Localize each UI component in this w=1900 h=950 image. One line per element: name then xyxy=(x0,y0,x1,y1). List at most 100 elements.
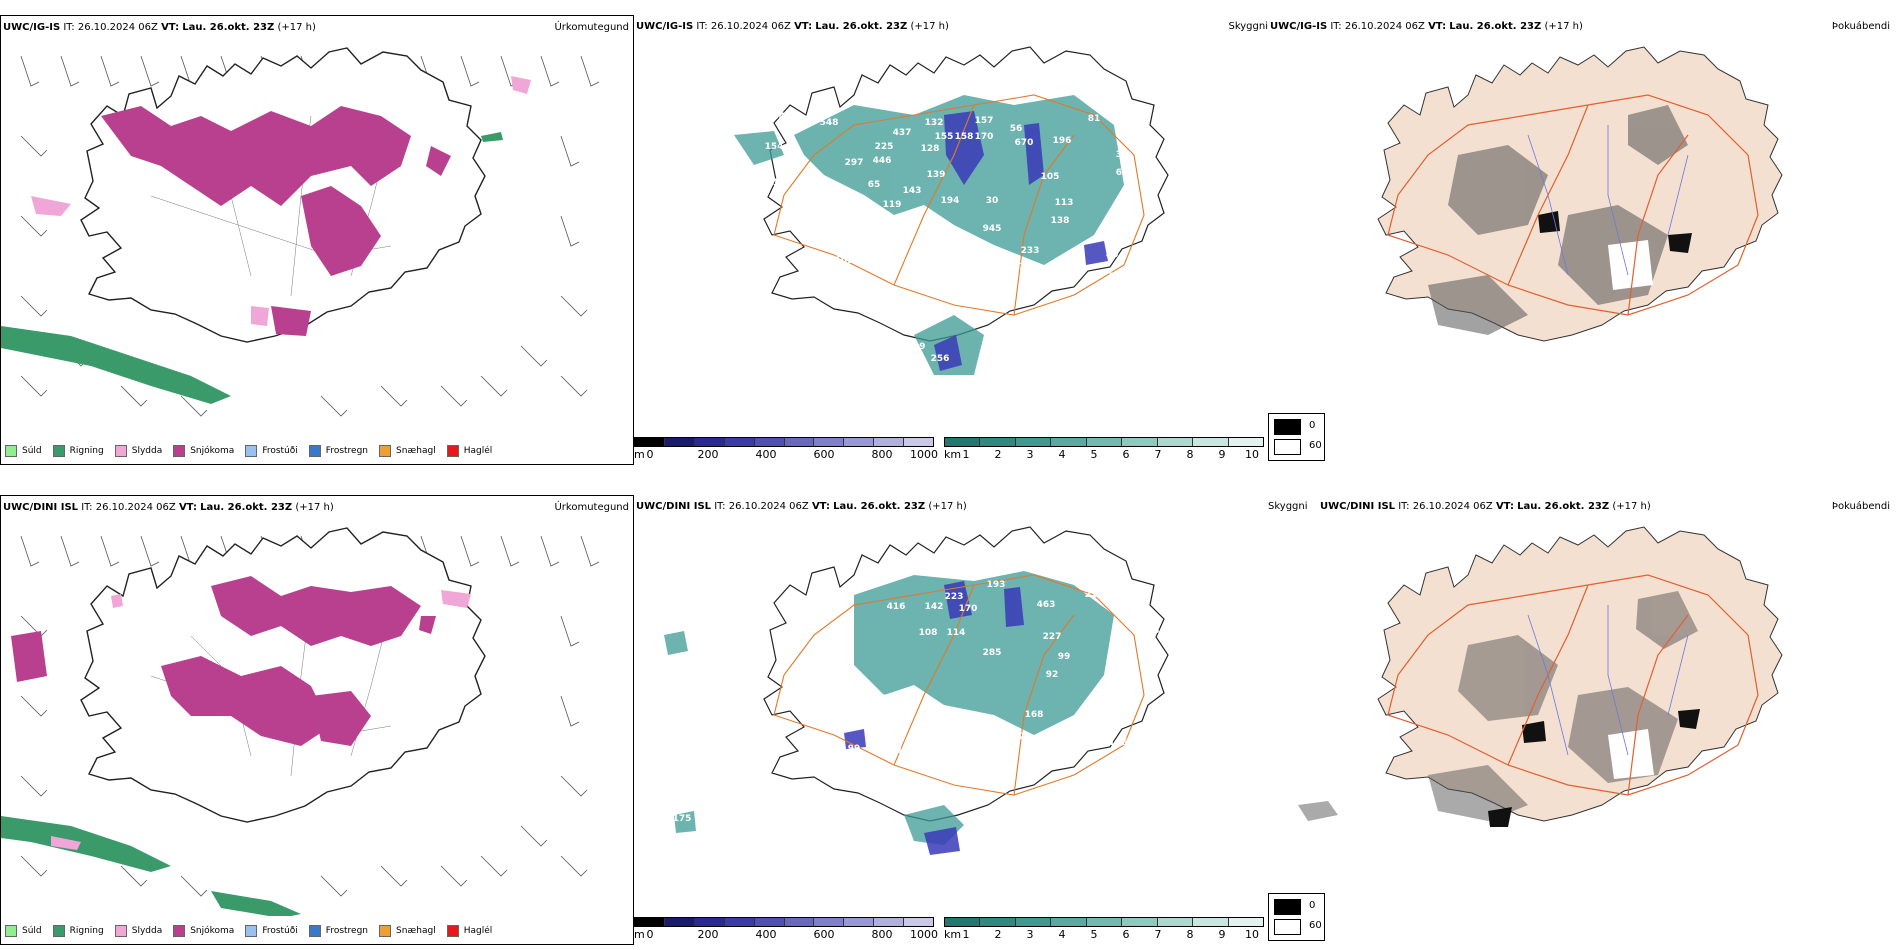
cloud-label: 160 xyxy=(823,704,842,714)
legend-item-hail: Haglél xyxy=(446,445,492,457)
cloud-label: 30 xyxy=(986,196,999,206)
precip-type-title: Úrkomutegund xyxy=(554,22,629,33)
cloud-label: 81 xyxy=(1088,114,1101,124)
fog-panel-dini: Skyggni UWC/DINI ISL IT: 26.10.2024 06Z … xyxy=(1268,495,1900,945)
cloud-label: 172 xyxy=(763,354,782,364)
visibility-title: Skyggni xyxy=(1228,21,1268,32)
cloud-label: 157 xyxy=(975,116,994,126)
cloud-label: 170 xyxy=(975,132,994,142)
legend-item-freezing-rain: Frostregn xyxy=(308,925,368,937)
cloud-label: 120 xyxy=(1013,732,1032,742)
fog-high xyxy=(1538,211,1692,253)
cloud-base-labels: 416 142 223 170 193 463 213 108 114 285 … xyxy=(673,580,1160,874)
cloud-label: 119 xyxy=(883,200,902,210)
precip-type-legend: Súld Rigning Slydda Snjókoma Frostúði Fr… xyxy=(5,920,503,942)
cloud-label: 193 xyxy=(987,580,1006,590)
very-low-cloud-areas xyxy=(934,111,1108,371)
precip-type-title: Úrkomutegund xyxy=(554,502,629,513)
cloud-label: 159 xyxy=(763,242,782,252)
legend-item-freezing-drizzle: Frostúði xyxy=(245,925,298,937)
rain-areas xyxy=(1,132,503,404)
cloud-label: 65 xyxy=(868,180,881,190)
cloud-label: 285 xyxy=(983,648,1002,658)
cloud-label: 108 xyxy=(837,272,856,282)
panel-header: UWC/IG-IS IT: 26.10.2024 06Z VT: Lau. 26… xyxy=(636,21,949,32)
sleet-areas xyxy=(31,76,531,326)
cloud-label: 82 xyxy=(796,230,809,240)
legend-item-sleet: Slydda xyxy=(114,445,162,457)
cloud-label: 143 xyxy=(903,186,922,196)
fog-map-dini xyxy=(1298,526,1783,827)
panel-header: UWC/DINI ISL IT: 26.10.2024 06Z VT: Lau.… xyxy=(636,501,967,512)
cloud-label: 579 xyxy=(877,694,896,704)
cloud-label: 297 xyxy=(845,158,864,168)
legend-item-sleet: Slydda xyxy=(114,925,162,937)
low-cloud-areas xyxy=(664,571,1114,845)
cloud-label: 174 xyxy=(773,178,792,188)
cloud-label: 467 xyxy=(817,222,836,232)
cloud-label: 119 xyxy=(907,342,926,352)
cloud-label: 60 xyxy=(906,358,919,368)
visibility-title: Skyggni xyxy=(1268,501,1308,512)
rivers xyxy=(1527,605,1689,756)
cloud-label: 255 xyxy=(1091,288,1110,298)
cloud-panel-dini: UWC/DINI ISL IT: 26.10.2024 06Z VT: Lau.… xyxy=(634,495,1268,945)
cloud-label: 142 xyxy=(925,602,944,612)
road-network xyxy=(1387,94,1759,316)
cloud-label: 256 xyxy=(931,354,950,364)
cloud-label: 101 xyxy=(835,256,854,266)
legend-item-rain: Rigning xyxy=(52,925,104,937)
cloud-label: 116 xyxy=(1013,262,1032,272)
cloud-base-labels: 341 548 154 174 297 225 437 446 65 119 1… xyxy=(763,112,1129,402)
fog-legend: 0 60 xyxy=(1268,893,1325,941)
cloud-label: 152 xyxy=(1109,272,1128,282)
cloud-label: 33 xyxy=(1116,150,1129,160)
cloud-label: 416 xyxy=(887,602,906,612)
very-low-cloud-areas xyxy=(844,581,1024,855)
cloud-label: 117 xyxy=(895,864,914,874)
fog-index-title: Þokuábendi xyxy=(1831,21,1890,32)
cloud-panel-ig: UWC/IG-IS IT: 26.10.2024 06Z VT: Lau. 26… xyxy=(634,15,1268,465)
cloud-label: 548 xyxy=(820,118,839,128)
cloud-label: 945 xyxy=(983,224,1002,234)
cloud-label: 170 xyxy=(959,604,978,614)
cloud-label: 446 xyxy=(873,156,892,166)
legend-item-rain: Rigning xyxy=(52,445,104,457)
fog-map-ig xyxy=(1377,46,1783,342)
cloud-label: 233 xyxy=(1021,246,1040,256)
legend-item-snow: Snjókoma xyxy=(173,445,234,457)
panel-header: UWC/IG-IS IT: 26.10.2024 06Z VT: Lau. 26… xyxy=(1270,21,1583,32)
snow-areas xyxy=(101,106,451,336)
cloud-label: 65 xyxy=(1116,168,1129,178)
fog-panel-ig: UWC/IG-IS IT: 26.10.2024 06Z VT: Lau. 26… xyxy=(1268,15,1900,465)
rivers xyxy=(1527,125,1689,276)
cloud-label: 154 xyxy=(765,142,784,152)
cloud-label: 158 xyxy=(955,132,974,142)
road-network xyxy=(1387,574,1759,796)
precip-type-map xyxy=(1,527,600,916)
legend-item-drizzle: Súld xyxy=(5,445,42,457)
cloud-label: 84 xyxy=(1106,250,1119,260)
cloud-label: 76 xyxy=(992,262,1005,272)
cloud-label: 194 xyxy=(941,196,960,206)
visibility-colorbar: km 1 2 3 4 5 6 7 8 9 10 xyxy=(944,437,1264,461)
cloud-label: 89 xyxy=(990,732,1003,742)
fog-index-title: Þokuábendi xyxy=(1831,501,1890,512)
fog-none xyxy=(1608,729,1654,779)
cloud-label: 175 xyxy=(673,814,692,824)
cloud-label: 56 xyxy=(1010,124,1023,134)
cloud-label: 114 xyxy=(947,628,966,638)
legend-item-graupel: Snæhagl xyxy=(379,445,436,457)
cloud-label: 196 xyxy=(1053,136,1072,146)
cloud-base-colorbar: m 0 200 400 600 800 1000 xyxy=(634,437,938,461)
cloud-label: 107 xyxy=(1053,738,1072,748)
cloud-label: 76 xyxy=(824,756,837,766)
cloud-label: 100 xyxy=(897,746,916,756)
cloud-label: 113 xyxy=(1055,198,1074,208)
cloud-label: 463 xyxy=(1037,600,1056,610)
cloud-label: 107 xyxy=(923,392,942,402)
cloud-label: 227 xyxy=(1043,632,1062,642)
cloud-label: 105 xyxy=(1041,172,1060,182)
cloud-label: 28 xyxy=(962,244,975,254)
fog-none xyxy=(1608,240,1653,290)
